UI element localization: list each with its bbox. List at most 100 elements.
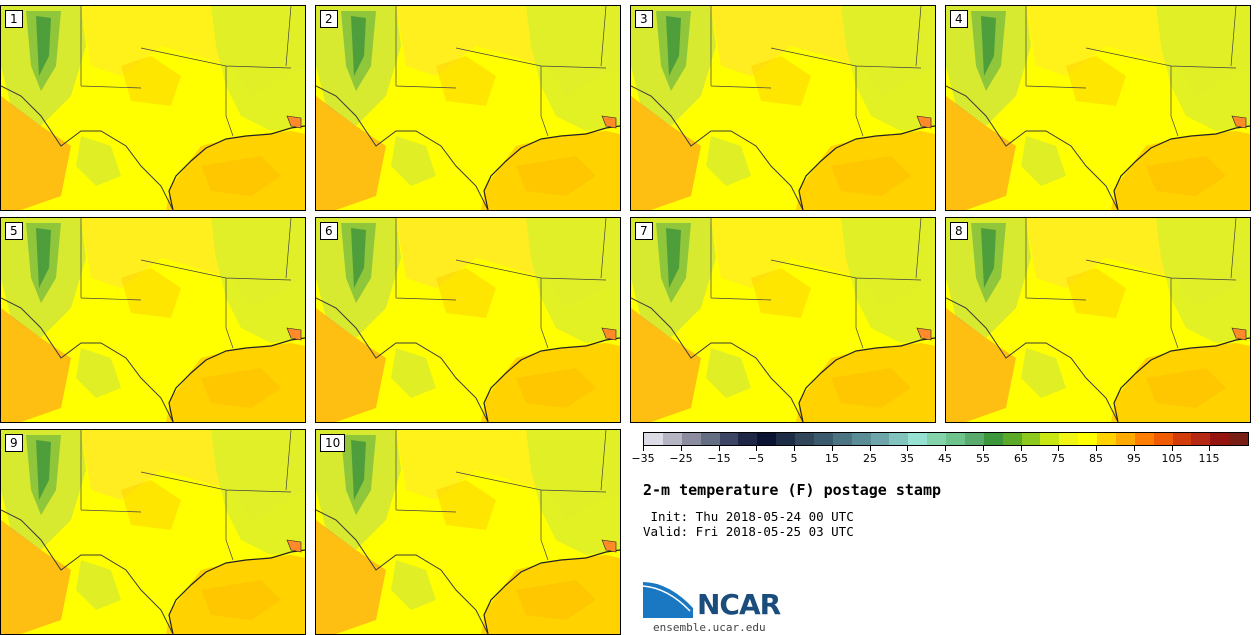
- colorbar-swatch: [1078, 433, 1097, 445]
- colorbar-tick-label: 45: [938, 452, 952, 465]
- colorbar-swatch: [1059, 433, 1079, 445]
- colorbar-tick: [945, 446, 946, 451]
- colorbar-tick: [719, 446, 720, 451]
- colorbar-swatch: [964, 433, 984, 445]
- colorbar-swatch: [851, 433, 871, 445]
- colorbar-tick-label: 35: [900, 452, 914, 465]
- colorbar-swatch: [1002, 433, 1022, 445]
- colorbar-swatch: [1229, 433, 1248, 445]
- panel-member-label: 5: [5, 222, 23, 240]
- colorbar-tick-label: 25: [863, 452, 877, 465]
- colorbar-tick-label: −5: [747, 452, 765, 465]
- colorbar-swatch: [738, 433, 758, 445]
- colorbar-tick-label: 105: [1161, 452, 1183, 465]
- map-panel-2: 2: [315, 5, 621, 211]
- temperature-map-9: [1, 430, 305, 634]
- colorbar-tick-label: 95: [1127, 452, 1141, 465]
- colorbar-tick: [832, 446, 833, 451]
- colorbar-tick: [1172, 446, 1173, 451]
- valid-time: Valid: Fri 2018-05-25 03 UTC: [643, 524, 854, 539]
- colorbar-swatch: [908, 433, 928, 445]
- colorbar-swatch: [813, 433, 833, 445]
- colorbar-swatch: [757, 433, 777, 445]
- colorbar-tick-label: 75: [1051, 452, 1065, 465]
- colorbar-swatch: [1097, 433, 1116, 445]
- map-panel-9: 9: [0, 429, 306, 635]
- colorbar-swatch: [662, 433, 682, 445]
- temperature-map-2: [316, 6, 620, 210]
- colorbar-tick-label: 15: [825, 452, 839, 465]
- panel-member-label: 1: [5, 10, 23, 28]
- colorbar-swatch: [870, 433, 890, 445]
- colorbar-tick: [1058, 446, 1059, 451]
- colorbar-tick-label: −35: [631, 452, 655, 465]
- colorbar-tick: [794, 446, 795, 451]
- panel-member-label: 3: [635, 10, 653, 28]
- colorbar-tick-label: 5: [790, 452, 798, 465]
- colorbar-swatch: [1153, 433, 1173, 445]
- colorbar-tick: [1096, 446, 1097, 451]
- temperature-map-6: [316, 218, 620, 422]
- temperature-map-7: [631, 218, 935, 422]
- plot-title: 2-m temperature (F) postage stamp: [643, 481, 942, 499]
- colorbar-swatch: [1021, 433, 1041, 445]
- map-panel-4: 4: [945, 5, 1251, 211]
- temperature-map-8: [946, 218, 1250, 422]
- colorbar-swatch: [681, 433, 701, 445]
- colorbar-swatch: [776, 433, 795, 445]
- colorbar-swatch: [946, 433, 965, 445]
- ncar-logo-icon: [643, 580, 694, 618]
- colorbar-tick-label: 115: [1198, 452, 1220, 465]
- colorbar-swatch: [795, 433, 814, 445]
- map-panel-5: 5: [0, 217, 306, 423]
- colorbar-swatch: [983, 433, 1003, 445]
- colorbar-swatch: [700, 433, 720, 445]
- temperature-map-10: [316, 430, 620, 634]
- map-panel-6: 6: [315, 217, 621, 423]
- panel-member-label: 4: [950, 10, 968, 28]
- colorbar-swatch: [1172, 433, 1192, 445]
- temperature-colorbar: [643, 432, 1249, 446]
- panel-member-label: 10: [320, 434, 346, 452]
- panel-member-label: 8: [950, 222, 968, 240]
- map-panel-10: 10: [315, 429, 621, 635]
- colorbar-tick: [1209, 446, 1210, 451]
- panel-member-label: 7: [635, 222, 653, 240]
- colorbar-tick: [907, 446, 908, 451]
- colorbar-swatch: [1134, 433, 1154, 445]
- colorbar-tick: [681, 446, 682, 451]
- colorbar-swatch: [832, 433, 852, 445]
- map-panel-7: 7: [630, 217, 936, 423]
- temperature-map-5: [1, 218, 305, 422]
- site-url: ensemble.ucar.edu: [653, 621, 766, 634]
- colorbar-tick: [643, 446, 644, 451]
- panel-member-label: 6: [320, 222, 338, 240]
- map-panel-8: 8: [945, 217, 1251, 423]
- ncar-logo-text: NCAR: [697, 588, 781, 621]
- colorbar-tick: [1021, 446, 1022, 451]
- colorbar-tick-label: −25: [669, 452, 693, 465]
- colorbar-swatch: [1115, 433, 1135, 445]
- map-panel-3: 3: [630, 5, 936, 211]
- colorbar-swatch: [1210, 433, 1230, 445]
- colorbar-tick: [756, 446, 757, 451]
- panel-member-label: 9: [5, 434, 23, 452]
- colorbar-swatch: [1040, 433, 1060, 445]
- colorbar-tick: [983, 446, 984, 451]
- colorbar-tick: [1134, 446, 1135, 451]
- colorbar-swatch: [719, 433, 739, 445]
- colorbar-tick-label: 55: [976, 452, 990, 465]
- colorbar-tick-label: 85: [1089, 452, 1103, 465]
- colorbar-swatch: [889, 433, 909, 445]
- colorbar-tick-label: −15: [707, 452, 731, 465]
- map-panel-1: 1: [0, 5, 306, 211]
- init-time: Init: Thu 2018-05-24 00 UTC: [643, 509, 854, 524]
- temperature-map-4: [946, 6, 1250, 210]
- colorbar-swatch: [1191, 433, 1211, 445]
- colorbar-tick: [870, 446, 871, 451]
- colorbar-swatch: [644, 433, 663, 445]
- colorbar-ticks: −35 −25 −15 −5 5 15 25 35 45 55 65 75 85 95 105 115: [631, 446, 1249, 468]
- temperature-map-1: [1, 6, 305, 210]
- colorbar-swatch: [927, 433, 946, 445]
- temperature-map-3: [631, 6, 935, 210]
